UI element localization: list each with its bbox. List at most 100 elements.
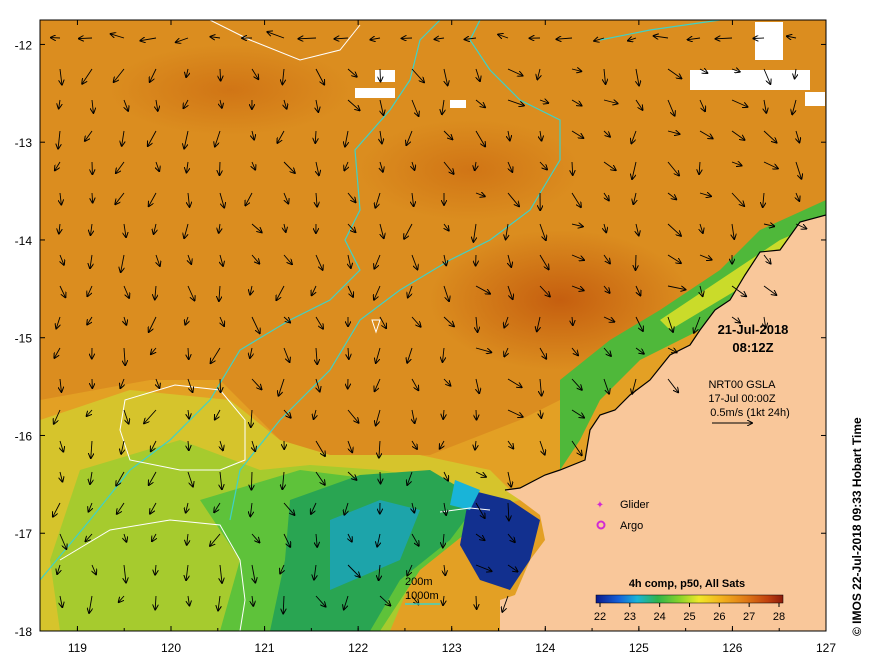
current-arrow [636,254,637,270]
current-arrow [117,502,125,514]
current-arrow [763,161,778,169]
current-arrow [214,502,221,512]
current-arrow [465,38,477,39]
current-arrow [699,99,705,111]
current-arrow [795,223,806,229]
current-arrow [60,440,63,452]
current-arrow [475,471,486,477]
current-arrow [443,533,444,547]
current-arrow [796,192,799,201]
current-arrow [315,254,323,270]
current-arrow [316,347,317,364]
current-arrow [731,162,742,166]
current-arrow [507,192,519,206]
current-arrow [603,130,610,137]
glider-icon: ✦ [596,500,604,511]
current-arrow [57,564,60,574]
current-arrow [787,36,797,38]
current-arrow [284,223,286,232]
current-arrow [315,316,323,329]
land-australia [500,215,826,631]
current-arrow [667,285,685,290]
current-arrow [152,533,156,541]
current-arrow [220,254,223,266]
current-arrow [379,595,390,606]
current-arrow [475,533,485,540]
current-arrow [603,316,614,322]
map-time: 08:12Z [732,340,773,355]
current-arrow [795,161,801,179]
plot-frame [39,19,827,632]
current-arrow [120,378,124,388]
current-arrow [122,130,124,146]
colorbar-tick-label: 23 [624,611,636,623]
current-arrow [539,223,546,240]
current-arrow [571,378,582,390]
current-arrow [604,192,609,200]
current-arrow [124,347,125,365]
colorbar-tick-label: 24 [654,611,666,623]
current-arrow [54,347,61,358]
current-arrow [731,192,744,206]
current-arrow [380,161,383,172]
current-arrow [443,285,449,301]
axis-ticks: 119 120 121 122 123 124 125 126 127 -12 -13 -14 -15 -… [15,20,836,655]
current-arrow [572,316,573,325]
current-arrow [628,38,637,41]
current-arrow [504,316,508,327]
current-arrow [411,68,424,82]
current-arrow [412,192,414,206]
current-arrow [440,440,444,449]
current-arrow [220,378,221,392]
current-arrow [507,285,513,299]
current-arrow [348,254,351,268]
current-arrow [537,68,540,79]
current-arrow [443,316,454,326]
current-arrow [184,223,189,238]
current-arrow [251,254,259,264]
current-arrow [444,471,448,481]
current-arrow [571,440,582,455]
current-arrow [283,161,295,173]
current-arrow [215,130,221,147]
colorbar [595,594,784,604]
current-arrow [604,68,606,84]
current-arrow [475,193,485,196]
current-arrow [476,409,477,420]
current-arrow [282,471,284,489]
current-arrow [252,130,254,140]
colorbar-title: 4h comp, p50, All Sats [629,578,745,590]
current-arrow [557,38,573,39]
current-arrow [603,285,610,293]
current-arrow [443,68,448,85]
current-arrow [571,409,584,418]
current-arrow [123,409,129,424]
current-arrow [699,254,712,260]
current-arrow [374,254,381,269]
current-arrow [151,347,156,354]
current-arrow [406,130,413,145]
current-arrow [53,502,61,517]
current-arrow [211,37,221,38]
current-arrow [186,68,188,77]
current-arrow [571,192,581,207]
current-arrow [347,223,355,232]
y-tick-label: -16 [15,429,33,443]
current-arrow [335,38,349,39]
current-arrow [667,192,676,199]
current-arrow [86,533,93,541]
y-tick-label: -17 [15,527,33,541]
isobath-1000-label: 1000m [405,590,439,602]
current-arrow [316,533,317,547]
current-arrow [443,130,452,139]
current-arrow [155,564,156,575]
current-arrow [124,564,126,583]
current-arrow [594,38,605,41]
current-arrow [87,409,93,416]
current-arrow [475,99,485,107]
current-arrow [636,285,640,295]
y-tick-label: -15 [15,332,33,346]
current-arrow [250,347,252,358]
current-arrow [667,223,681,236]
